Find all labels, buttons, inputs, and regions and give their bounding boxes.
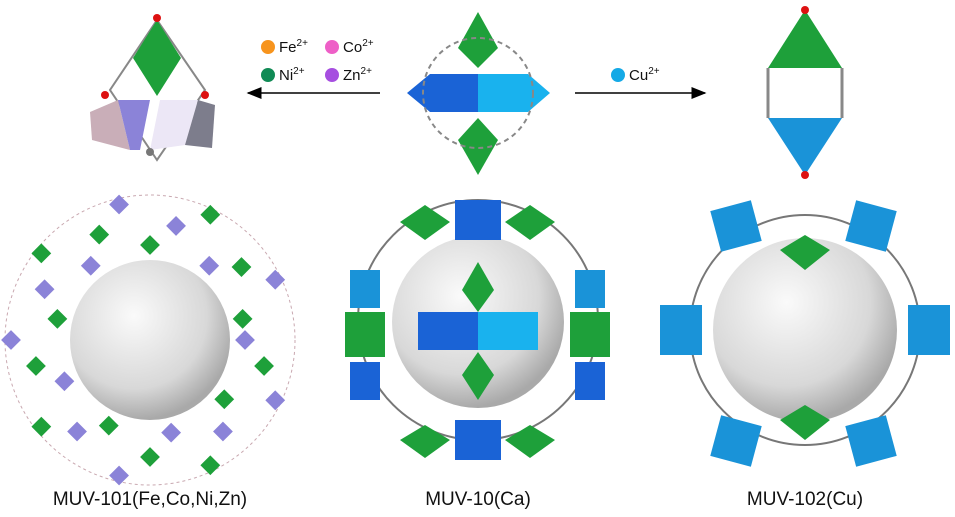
- ion-charge: 2+: [362, 38, 374, 49]
- bottom-left-cluster: [4, 194, 296, 486]
- polyhedron: [199, 255, 220, 276]
- polyhedron: [231, 257, 252, 277]
- ion-dot: [261, 68, 275, 82]
- polyhedron: [254, 356, 274, 376]
- ion-charge: 2+: [297, 38, 309, 49]
- bottom-center-cluster: [345, 199, 610, 460]
- polyhedron: [161, 422, 182, 443]
- bottom-right-cluster: [660, 200, 950, 467]
- polyhedron: [232, 308, 253, 329]
- polyhedron: [265, 390, 286, 411]
- ion-charge: 2+: [648, 66, 660, 77]
- ion-charge: 2+: [293, 66, 305, 77]
- ion-label: Zn2+: [343, 66, 372, 84]
- ion-label: Cu2+: [629, 66, 660, 84]
- top-left-cluster: [90, 14, 215, 162]
- structure-label: MUV-101(Fe,Co,Ni,Zn): [53, 489, 247, 510]
- ion-dot: [611, 68, 625, 82]
- polyhedron: [80, 255, 101, 276]
- polyhedron: [98, 415, 119, 436]
- ion-symbol: Zn: [343, 67, 361, 84]
- ion-charge: 2+: [361, 66, 373, 77]
- polyhedron: [265, 269, 286, 290]
- polyhedron: [31, 243, 52, 264]
- structure-label: MUV-102(Cu): [747, 489, 863, 510]
- ion-dot: [325, 40, 339, 54]
- polyhedron: [67, 421, 87, 442]
- polyhedron: [140, 447, 160, 467]
- structure-label: MUV-10(Ca): [425, 489, 531, 510]
- ion-dot: [261, 40, 275, 54]
- polyhedron: [109, 194, 129, 215]
- polyhedron: [89, 224, 110, 245]
- ion-symbol: Fe: [279, 39, 297, 56]
- polyhedron: [166, 216, 186, 236]
- polyhedron: [140, 235, 160, 255]
- polyhedron: [200, 455, 221, 476]
- ion-symbol: Cu: [629, 67, 648, 84]
- ion-symbol: Co: [343, 39, 362, 56]
- polyhedron: [34, 279, 55, 300]
- top-right-cluster: [766, 6, 844, 179]
- polyhedron: [109, 465, 129, 486]
- ion-label: Ni2+: [279, 66, 305, 84]
- ion-label: Co2+: [343, 38, 374, 56]
- polyhedron: [1, 330, 21, 350]
- polyhedron: [47, 308, 68, 329]
- polyhedron: [214, 389, 235, 410]
- polyhedron: [213, 421, 233, 442]
- polyhedron: [200, 204, 221, 225]
- top-center-cluster: [407, 12, 550, 175]
- ion-label: Fe2+: [279, 38, 308, 56]
- polyhedron: [26, 356, 46, 376]
- polyhedron: [31, 416, 52, 437]
- ion-symbol: Ni: [279, 67, 293, 84]
- ion-dot: [325, 68, 339, 82]
- polyhedron: [54, 371, 75, 392]
- polyhedron: [235, 330, 255, 350]
